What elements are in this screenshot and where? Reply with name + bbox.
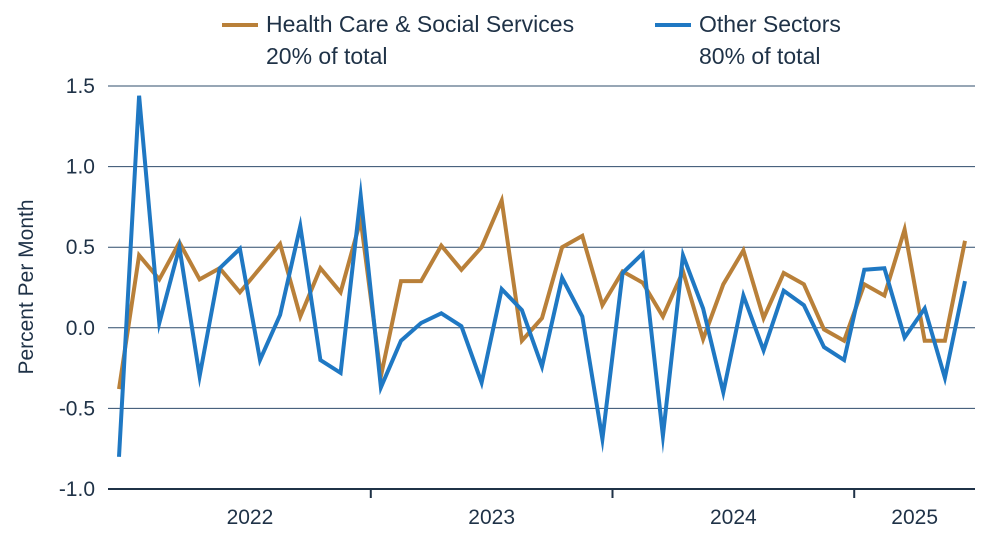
legend-swatch-health-care: [222, 23, 258, 27]
x-tick-label: 2022: [227, 506, 274, 529]
x-axis: 2022 2023 2024 2025: [108, 488, 975, 529]
series-line-health-care: [117, 193, 967, 390]
legend-sublabel-other-sectors: 80% of total: [699, 43, 821, 69]
x-tick-label: 2024: [710, 506, 757, 529]
x-tick-label: 2023: [468, 506, 515, 529]
legend-sublabel-health-care: 20% of total: [266, 43, 388, 69]
y-axis-ticks: 1.5 1.0 0.5 0.0 -0.5 -1.0: [59, 75, 95, 501]
series-line-other-sectors: [117, 95, 967, 457]
y-axis-label: Percent Per Month: [15, 199, 38, 375]
y-tick-label: 0.0: [66, 317, 95, 340]
series-lines: [117, 95, 967, 457]
legend-label-health-care: Health Care & Social Services: [266, 11, 575, 37]
y-tick-label: 0.5: [66, 236, 95, 259]
y-tick-label: 1.5: [66, 75, 95, 98]
legend-swatch-other-sectors: [655, 23, 691, 27]
legend-item-other-sectors: Other Sectors 80% of total: [655, 8, 841, 72]
y-tick-label: -1.0: [59, 478, 95, 501]
legend-label-other-sectors: Other Sectors: [699, 11, 841, 37]
x-tick-label: 2025: [891, 506, 938, 529]
y-tick-label: -0.5: [59, 397, 95, 420]
legend-item-health-care: Health Care & Social Services 20% of tot…: [222, 8, 574, 72]
y-tick-label: 1.0: [66, 156, 95, 179]
